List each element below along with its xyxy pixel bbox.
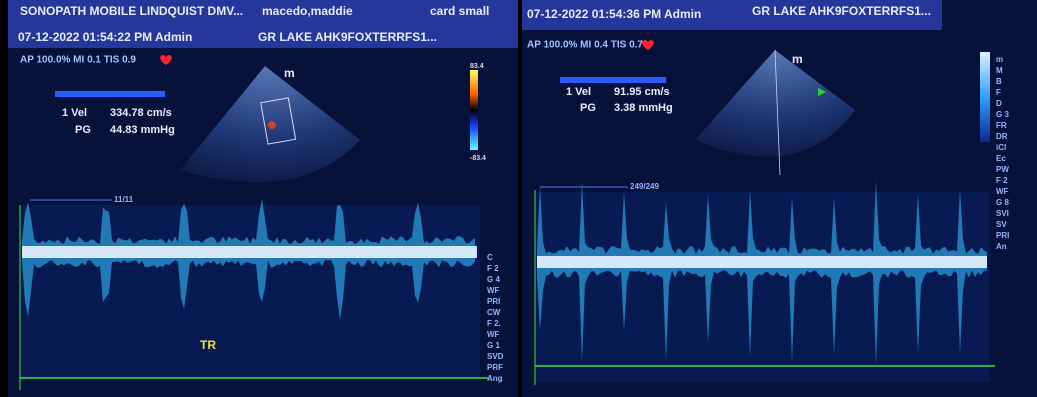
side-label: F	[996, 88, 1001, 97]
side-label: PRF	[487, 363, 503, 372]
side-label: G 3	[996, 110, 1009, 119]
header-bar	[8, 0, 518, 48]
spectrum-outer	[22, 198, 475, 320]
side-label: CW	[487, 308, 501, 317]
side-label: Ec	[996, 154, 1006, 163]
spectrum-bg	[535, 192, 990, 382]
spectrum-bg	[20, 205, 480, 380]
side-label: M	[996, 66, 1003, 75]
side-label: SVD	[487, 352, 504, 361]
side-label: B	[996, 77, 1002, 86]
measure-label: 1 Vel	[566, 86, 591, 98]
measure-value: 334.78 cm/s	[110, 107, 172, 119]
measure-label: PG	[75, 124, 91, 136]
spectrum-core	[537, 256, 987, 268]
orientation-marker	[818, 88, 826, 96]
color-flow	[268, 121, 276, 129]
right-screen: 07-12-2022 01:54:36 PM Admin GR LAKE AHK…	[522, 0, 1037, 397]
side-label: SVI	[996, 209, 1009, 218]
probe-marker: m	[792, 52, 803, 66]
scale-label: 83.4	[470, 63, 484, 70]
side-label: F 2.	[487, 319, 501, 328]
side-label: DR	[996, 132, 1008, 141]
header-bar	[522, 0, 942, 30]
header-text: GR LAKE AHK9FOXTERRFS1...	[752, 4, 931, 18]
side-label: WF	[996, 187, 1009, 196]
left-screen: SONOPATH MOBILE LINDQUIST DMV... macedo,…	[8, 0, 518, 397]
probe-marker: m	[284, 66, 295, 80]
side-label: G 4	[487, 275, 500, 284]
side-label: PRI	[487, 297, 500, 306]
side-label: SV	[996, 220, 1007, 229]
measure-value: 91.95 cm/s	[614, 86, 670, 98]
header-text: GR LAKE AHK9FOXTERRFS1...	[258, 30, 437, 44]
side-label: Ang	[487, 374, 503, 383]
spectrum-outer	[537, 180, 987, 366]
side-label: PW	[996, 165, 1009, 174]
side-label: F 2	[996, 176, 1008, 185]
measure-value: 44.83 mmHg	[110, 124, 175, 136]
header-text: 07-12-2022 01:54:22 PM Admin	[18, 30, 192, 44]
scale-label: -83.4	[470, 155, 486, 162]
header-text: 07-12-2022 01:54:36 PM Admin	[527, 7, 701, 21]
header-text: card small	[430, 4, 489, 18]
color-box	[260, 97, 297, 145]
header-text: macedo,maddie	[262, 4, 353, 18]
side-label: PRI	[996, 231, 1009, 240]
side-label: iCl	[996, 143, 1006, 152]
status-text: AP 100.0% MI 0.4 TIS 0.7	[527, 40, 643, 51]
side-label: WF	[487, 286, 500, 295]
sector-image	[695, 50, 855, 157]
sweep-label: 11/11	[114, 195, 134, 204]
side-label: FR	[996, 121, 1007, 130]
side-label: C	[487, 253, 493, 262]
side-label: G 8	[996, 198, 1009, 207]
measure-bar	[560, 77, 666, 83]
measure-label: PG	[580, 102, 596, 114]
spectrum-core	[22, 246, 477, 258]
side-label: WF	[487, 330, 500, 339]
sweep-label: 249/249	[630, 182, 659, 191]
side-label: D	[996, 99, 1002, 108]
status-text: AP 100.0% MI 0.1 TIS 0.9	[20, 55, 136, 66]
color-scale	[980, 52, 990, 142]
measure-value: 3.38 mmHg	[614, 102, 673, 114]
side-label: m	[996, 55, 1003, 64]
header-text: SONOPATH MOBILE LINDQUIST DMV...	[20, 4, 243, 18]
annotation: TR	[200, 338, 216, 352]
color-scale	[470, 70, 478, 150]
measure-bar	[55, 91, 165, 97]
side-label: An	[996, 242, 1007, 251]
cursor-line	[774, 49, 781, 176]
side-label: F 2	[487, 264, 499, 273]
heart-icon	[160, 55, 172, 65]
side-label: G 1	[487, 341, 500, 350]
heart-icon	[642, 40, 654, 50]
measure-label: 1 Vel	[62, 107, 87, 119]
